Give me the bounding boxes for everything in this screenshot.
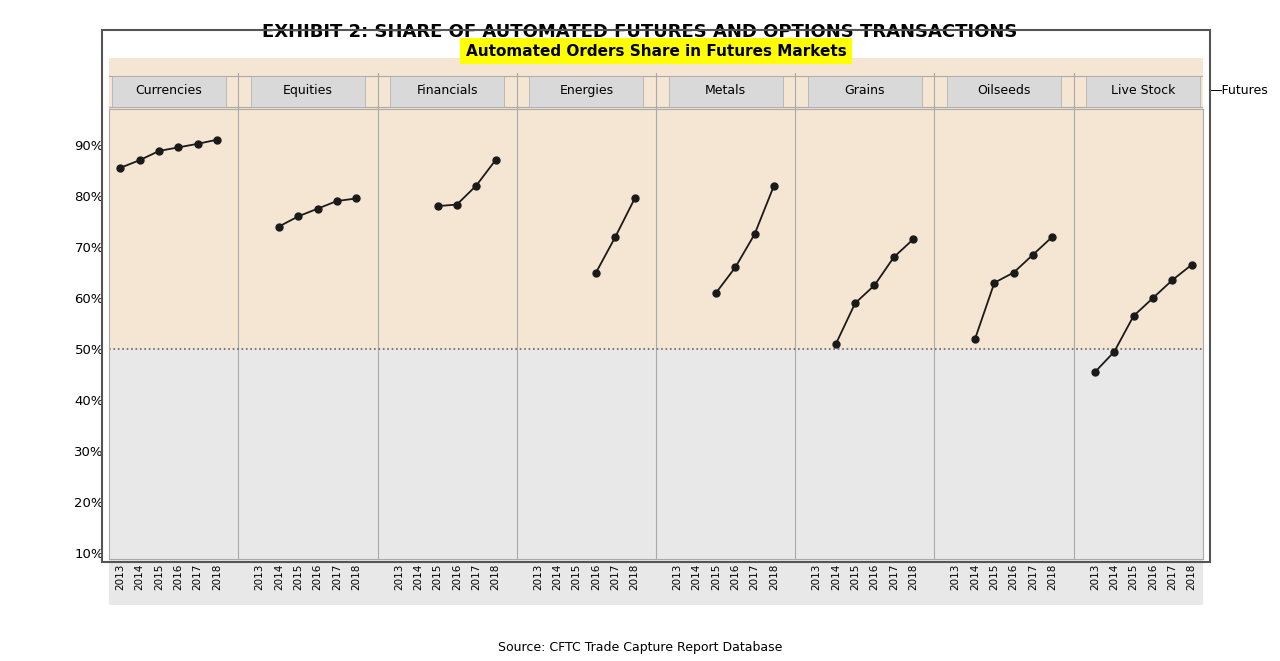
Text: Equities: Equities (283, 84, 333, 97)
Text: Currencies: Currencies (136, 84, 202, 97)
Text: Grains: Grains (845, 84, 884, 97)
FancyBboxPatch shape (390, 76, 504, 107)
Text: Energies: Energies (559, 84, 613, 97)
FancyBboxPatch shape (111, 76, 225, 107)
FancyBboxPatch shape (947, 76, 1061, 107)
Bar (109, 58, 1203, 349)
Bar (109, 349, 1203, 605)
Text: Live Stock: Live Stock (1111, 84, 1175, 97)
Text: Automated Orders Share in Futures Markets: Automated Orders Share in Futures Market… (466, 44, 846, 59)
Text: Oilseeds: Oilseeds (978, 84, 1030, 97)
Text: —Futures: —Futures (1210, 85, 1268, 97)
Text: Metals: Metals (705, 84, 746, 97)
FancyBboxPatch shape (530, 76, 644, 107)
FancyBboxPatch shape (808, 76, 922, 107)
FancyBboxPatch shape (251, 76, 365, 107)
Text: Source: CFTC Trade Capture Report Database: Source: CFTC Trade Capture Report Databa… (498, 641, 782, 654)
FancyBboxPatch shape (1087, 76, 1201, 107)
FancyBboxPatch shape (668, 76, 782, 107)
Text: Financials: Financials (416, 84, 477, 97)
Text: EXHIBIT 2: SHARE OF AUTOMATED FUTURES AND OPTIONS TRANSACTIONS: EXHIBIT 2: SHARE OF AUTOMATED FUTURES AN… (262, 23, 1018, 41)
